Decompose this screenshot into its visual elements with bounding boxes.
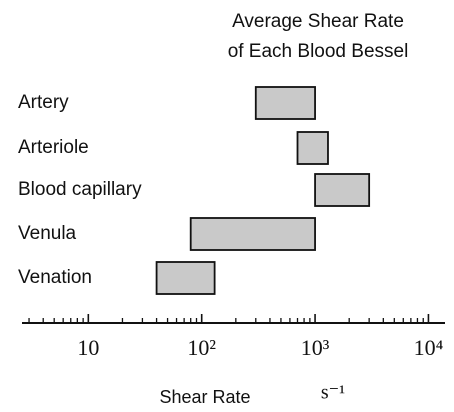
- chart-title: Average Shear Rate: [232, 11, 404, 32]
- category-label: Venula: [18, 223, 77, 244]
- category-label: Blood capillary: [18, 179, 142, 200]
- category-label: Artery: [18, 92, 69, 113]
- category-label: Arteriole: [18, 137, 89, 158]
- range-bar: [155, 261, 216, 295]
- chart-title: of Each Blood Bessel: [228, 41, 409, 62]
- category-label: Venation: [18, 267, 92, 288]
- x-tick-label: 10⁴: [414, 335, 444, 360]
- range-bar: [189, 217, 316, 251]
- x-axis-label: Shear Rate: [159, 387, 250, 407]
- range-bar: [254, 86, 316, 120]
- range-bar: [296, 131, 329, 165]
- x-tick-label: 10: [77, 335, 99, 360]
- range-bar: [314, 173, 371, 207]
- x-tick-label: 10²: [187, 335, 216, 360]
- x-axis-unit: s⁻¹: [321, 382, 345, 404]
- x-tick-label: 10³: [301, 335, 330, 360]
